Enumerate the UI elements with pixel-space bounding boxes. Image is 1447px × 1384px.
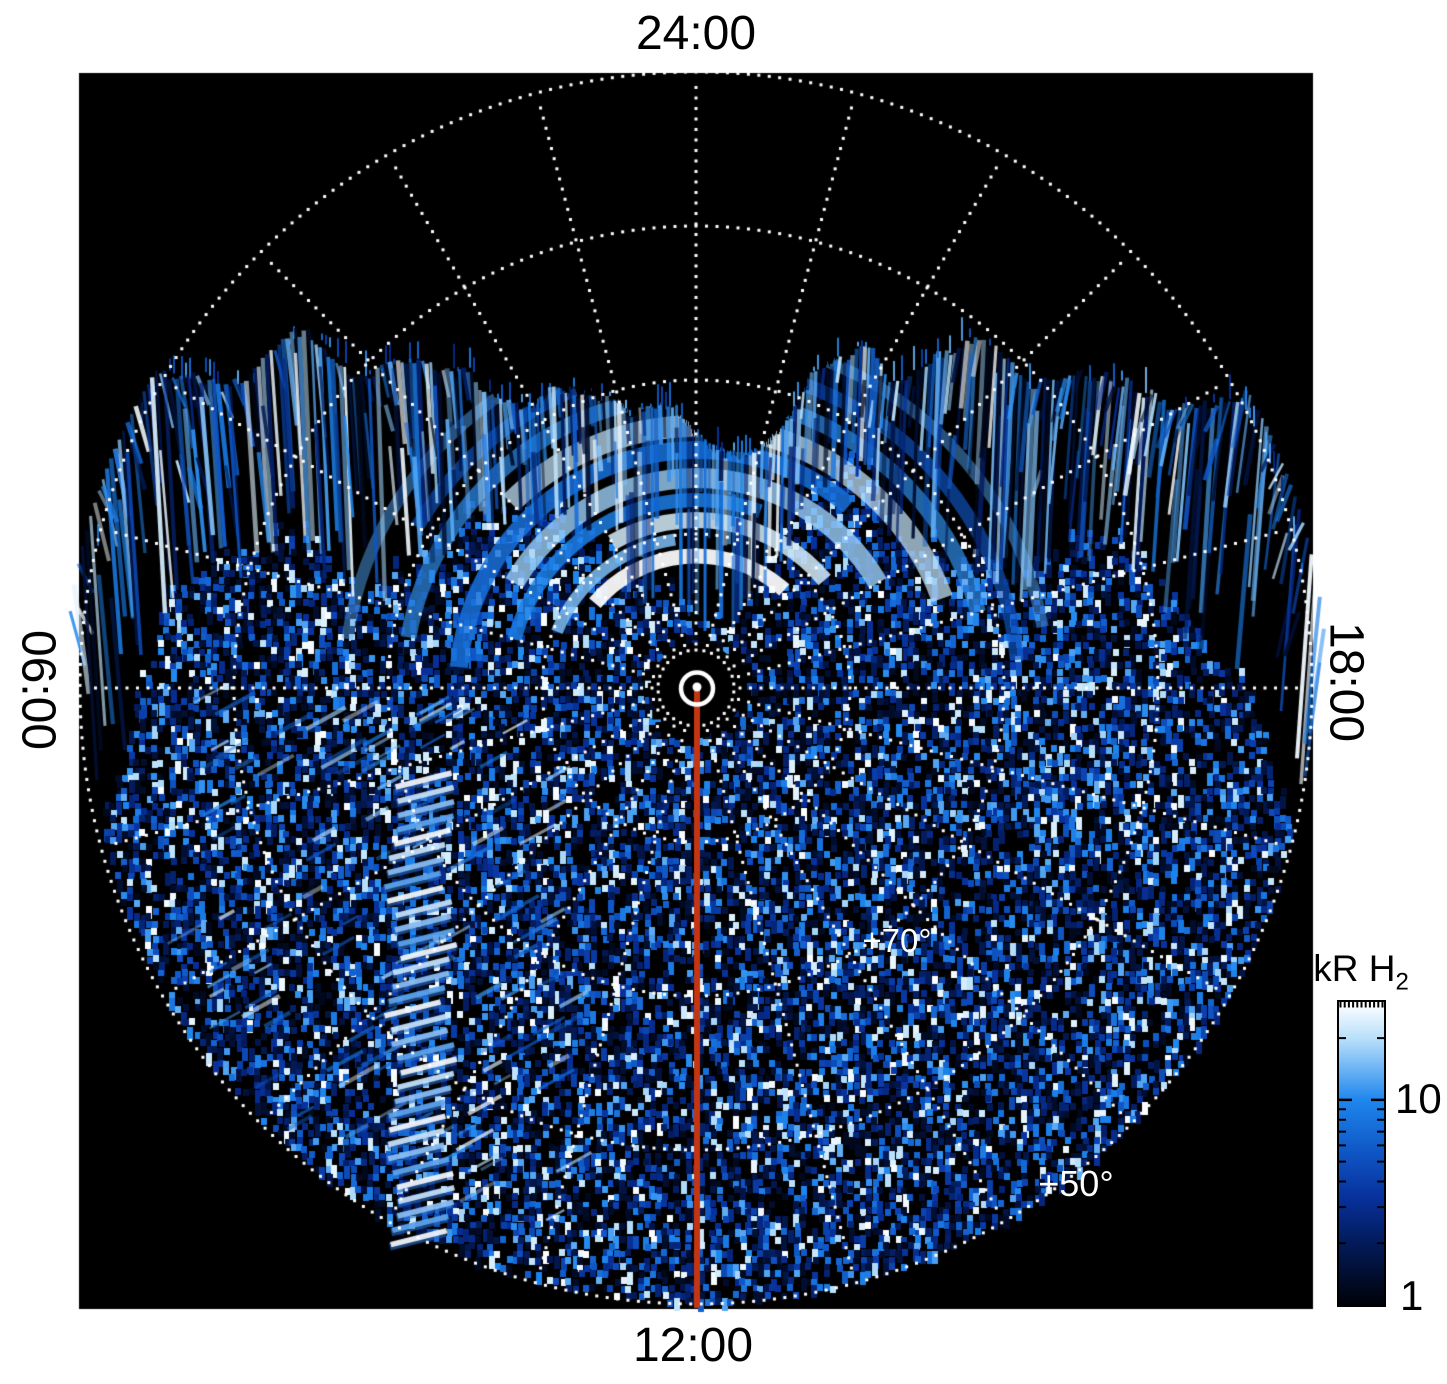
colorbar-tick-label-1: 1: [1400, 1272, 1424, 1320]
colorbar-title-subscript: 2: [1395, 968, 1409, 996]
colorbar-tick-marks: [1339, 1002, 1384, 1245]
local-time-label-bottom: 12:00: [632, 1319, 754, 1372]
latitude-label-50: +50°: [1038, 1163, 1114, 1204]
local-time-label-left: 06:00: [11, 629, 65, 751]
colorbar-title-text: kR H: [1313, 948, 1396, 989]
latitude-label-70: +70°: [862, 922, 932, 959]
colorbar-title: kR H2: [1313, 948, 1409, 994]
local-time-label-top: 24:00: [635, 7, 757, 60]
colorbar-tick-label-10: 10: [1395, 1074, 1442, 1122]
colorbar: [1337, 1000, 1386, 1307]
local-time-label-right: 18:00: [1319, 621, 1373, 743]
